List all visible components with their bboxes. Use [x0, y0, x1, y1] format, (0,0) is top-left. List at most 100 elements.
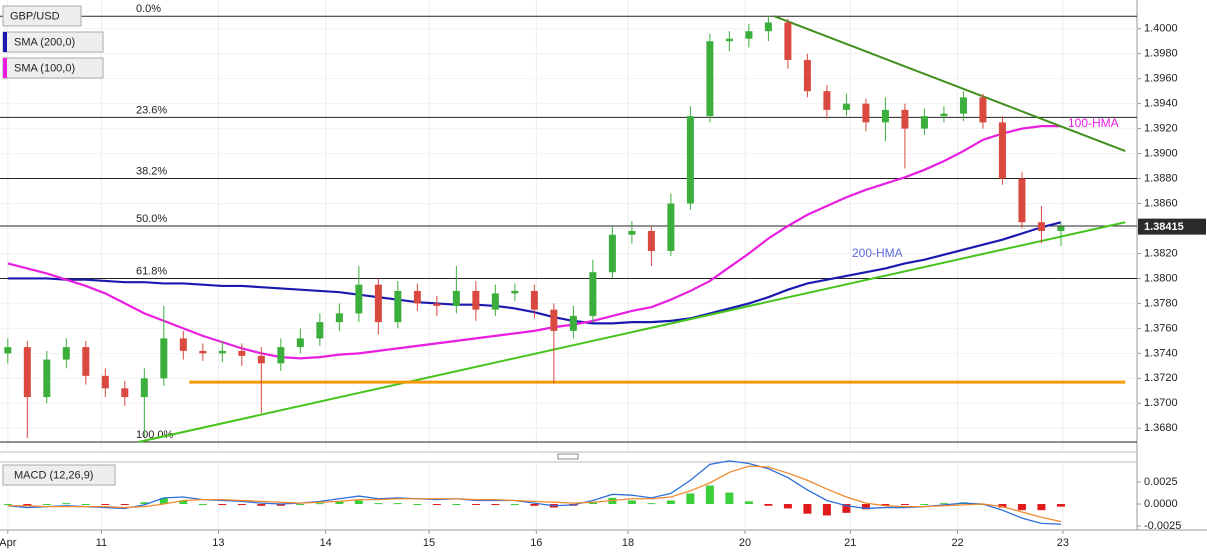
x-tick-label: 23: [1057, 537, 1069, 549]
histogram-bar: [257, 504, 266, 506]
candle-body: [706, 41, 714, 117]
x-tick-label: 22: [951, 537, 963, 549]
histogram-bar: [510, 504, 519, 506]
candle-body: [862, 103, 870, 123]
x-tick-label: Apr: [0, 537, 17, 549]
histogram-bar: [686, 493, 695, 505]
candle-body: [959, 97, 967, 114]
histogram-bar: [315, 503, 324, 505]
candle-body: [901, 109, 909, 129]
x-tick-label: 11: [96, 537, 107, 549]
histogram-bar: [666, 500, 675, 505]
candle-body: [101, 375, 109, 389]
candle-body: [160, 338, 168, 379]
panel-resize-grip[interactable]: [557, 453, 579, 460]
candle-body: [530, 290, 538, 310]
candle-body: [43, 359, 51, 398]
y-tick-label: 1.3720: [1144, 372, 1178, 384]
annotation: 100-HMA: [1068, 116, 1119, 130]
current-price-label: 1.38415: [1144, 221, 1184, 233]
candle-body: [589, 272, 597, 316]
candle-body: [979, 97, 987, 123]
histogram-bar: [413, 504, 422, 506]
histogram-bar: [939, 503, 948, 505]
x-tick-label: 18: [622, 537, 634, 549]
candle-body: [881, 109, 889, 123]
candle-body: [238, 350, 246, 356]
histogram-bar: [42, 504, 51, 506]
histogram-bar: [842, 504, 851, 513]
legend-box: [2, 464, 116, 486]
candle-body: [140, 378, 148, 398]
symbol-label: GBP/USD: [10, 10, 60, 22]
x-tick-label: 13: [212, 537, 224, 549]
macd-line: [7, 460, 1061, 525]
y-tick-label: 1.3680: [1144, 422, 1178, 434]
histogram-bar: [432, 504, 441, 506]
histogram-bar: [335, 501, 344, 505]
legend-swatch: [3, 32, 7, 52]
y-tick-label: 1.3700: [1144, 397, 1178, 409]
legend-swatch: [3, 58, 7, 78]
y-tick-label: 1.3920: [1144, 123, 1178, 135]
fib-label: 23.6%: [136, 104, 167, 116]
histogram-bar: [783, 504, 792, 509]
histogram-bar: [3, 504, 12, 506]
histogram-bar: [296, 504, 305, 506]
histogram-bar: [62, 503, 71, 505]
histogram-bar: [120, 504, 129, 506]
histogram-bar: [705, 485, 714, 505]
candle-body: [277, 347, 285, 364]
histogram-bar: [1037, 504, 1046, 511]
trend-line: [138, 221, 1126, 443]
histogram-bar: [998, 504, 1007, 508]
candle-body: [998, 122, 1006, 179]
y-tick-label: 0.0000: [1144, 498, 1178, 510]
fib-label: 61.8%: [136, 265, 167, 277]
y-tick-label: 1.3960: [1144, 73, 1178, 85]
histogram-bar: [1056, 504, 1065, 507]
candle-body: [296, 338, 304, 348]
candle-body: [62, 347, 70, 360]
x-tick-label: 21: [844, 537, 856, 549]
histogram-bar: [647, 503, 656, 505]
x-tick-label: 15: [423, 537, 435, 549]
y-tick-label: 1.4000: [1144, 23, 1178, 35]
candle-body: [569, 315, 577, 331]
y-tick-label: 1.3860: [1144, 197, 1178, 209]
candle-body: [1018, 178, 1026, 223]
candle-body: [686, 116, 694, 204]
candle-body: [764, 22, 772, 32]
candle-body: [4, 347, 12, 354]
y-tick-label: 1.3760: [1144, 322, 1178, 334]
histogram-bar: [140, 502, 149, 505]
histogram-bar: [354, 500, 363, 505]
moving-average-line: [7, 125, 1061, 360]
y-tick-label: 1.3820: [1144, 247, 1178, 259]
legend-box: [2, 5, 82, 27]
candle-body: [745, 31, 753, 39]
histogram-bar: [822, 504, 831, 516]
candle-body: [23, 347, 31, 398]
y-tick-label: 0.0025: [1144, 476, 1178, 488]
price-marker: [1138, 218, 1206, 235]
histogram-bar: [588, 502, 597, 505]
candle-body: [1037, 222, 1045, 231]
histogram-bar: [764, 504, 773, 506]
candle-body: [550, 309, 558, 331]
histogram-bar: [627, 500, 636, 505]
histogram-bar: [803, 504, 812, 514]
candle-body: [218, 350, 226, 354]
histogram-bar: [471, 504, 480, 506]
histogram-bar: [452, 504, 461, 506]
y-tick-label: 1.3780: [1144, 297, 1178, 309]
fib-label: 38.2%: [136, 165, 167, 177]
y-tick-label: 1.3880: [1144, 172, 1178, 184]
y-tick-label: -0.0025: [1144, 520, 1181, 532]
histogram-bar: [393, 503, 402, 505]
fib-label: 0.0%: [136, 3, 161, 15]
y-tick-label: 1.3980: [1144, 48, 1178, 60]
candle-body: [920, 116, 928, 129]
legend-label: SMA (200,0): [14, 36, 75, 48]
